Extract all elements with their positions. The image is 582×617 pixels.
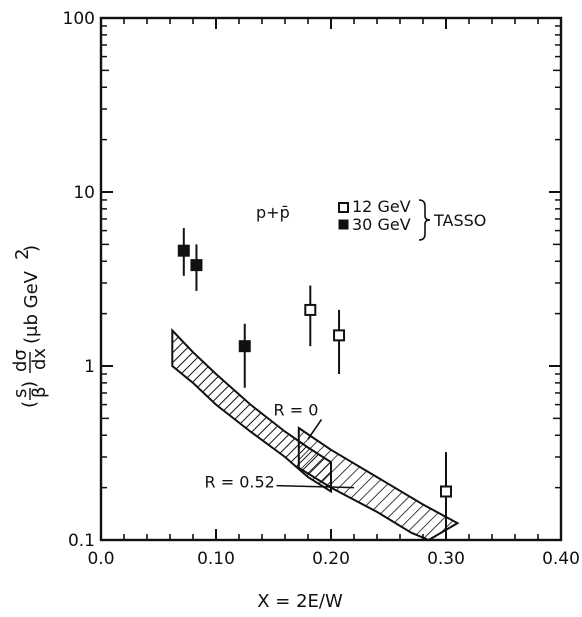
y-axis-beta: β [29,387,50,399]
axis-ticks: 0.0 0.10 0.20 0.30 0.40 0.1 1 10 100 [63,9,580,569]
y-tick-label: 1 [84,357,95,377]
y-axis-units-close: ) [21,245,42,252]
process-label: p+p̄ [256,203,290,222]
theory-band-0 [171,328,332,494]
data-point-30gev [177,244,190,257]
y-axis-units-sup: 2 [12,249,33,260]
x-tick-label: 0.0 [87,549,114,569]
legend: 12 GeV 30 GeV TASSO [338,197,486,241]
data-point-30gev [190,259,203,272]
theory-bands [171,328,460,542]
legend-marker-12gev [338,202,349,213]
y-axis-units: (μb GeV [21,270,42,344]
y-axis-s: s [10,389,31,398]
y-axis-close-paren: ) [19,381,40,388]
x-tick-label: 0.10 [197,549,235,569]
y-axis-dx: dx [29,348,50,370]
annotation-leader-r052 [276,484,355,489]
y-axis-dsigma: dσ [10,349,31,372]
annotation-leader-r0 [307,418,323,440]
annotations: R = 0 R = 0.52 [205,400,355,492]
x-tick-label: 0.30 [427,549,465,569]
x-tick-label: 0.40 [542,549,580,569]
annotation-label: R = 0 [274,400,319,419]
x-tick-label: 0.20 [312,549,350,569]
legend-label-30gev: 30 GeV [352,215,411,234]
y-axis-open-paren: ( [19,401,40,408]
data-points [177,228,452,533]
data-point-12gev [440,485,452,498]
data-point-12gev [333,329,346,342]
y-axis-title: ( s β ) dσ dx (μb GeV 2 ) [10,245,50,408]
y-tick-label: 0.1 [68,531,95,551]
legend-brace [418,199,431,241]
data-point-12gev [304,303,317,316]
y-tick-label: 10 [73,183,95,203]
x-axis-title: X = 2E/W [257,591,343,612]
legend-marker-30gev [338,219,349,230]
experiment-label: TASSO [433,211,486,230]
y-tick-label: 100 [63,9,95,29]
data-point-30gev [238,340,251,353]
legend-label-12gev: 12 GeV [352,197,411,216]
annotation-label: R = 0.52 [205,473,275,492]
